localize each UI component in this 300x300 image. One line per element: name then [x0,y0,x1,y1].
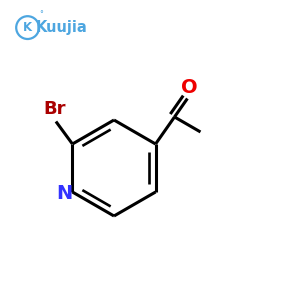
Text: Br: Br [43,100,66,118]
Text: O: O [181,78,197,97]
Text: Kuujia: Kuujia [36,20,87,35]
Text: K: K [23,21,32,34]
Text: N: N [56,184,72,203]
Text: °: ° [40,10,43,19]
